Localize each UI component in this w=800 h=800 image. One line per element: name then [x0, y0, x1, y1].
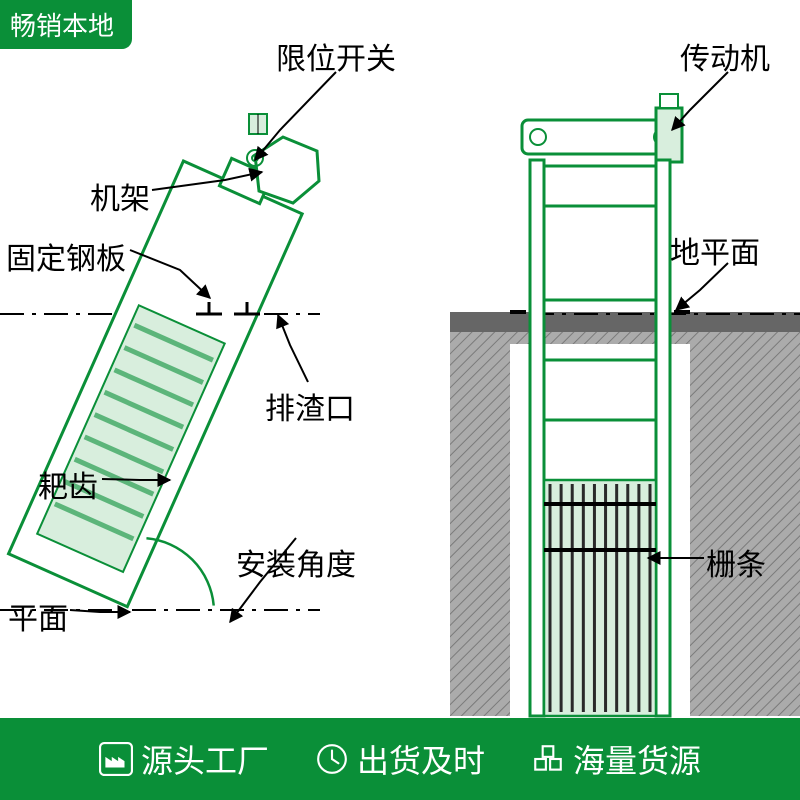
label-bar: 栅条 — [706, 540, 766, 584]
label-install-angle: 安装角度 — [236, 540, 356, 584]
feature-shipping: 出货及时 — [315, 736, 485, 782]
feature-bar: 源头工厂 出货及时 海量货源 — [0, 718, 800, 800]
label-ground-level: 地平面 — [670, 228, 760, 272]
label-frame: 机架 — [90, 174, 150, 218]
factory-icon — [99, 742, 133, 776]
label-slag-port: 排渣口 — [265, 384, 355, 428]
label-fixed-plate: 固定钢板 — [6, 234, 126, 278]
boxes-icon — [531, 742, 565, 776]
feature-stock-label: 海量货源 — [573, 736, 701, 782]
label-plane: 平面 — [8, 594, 68, 638]
bestseller-badge: 畅销本地 — [0, 0, 132, 49]
label-rake-teeth: 耙齿 — [38, 462, 98, 506]
feature-factory-label: 源头工厂 — [141, 736, 269, 782]
label-drive-mech: 传动机 — [680, 34, 770, 78]
feature-stock: 海量货源 — [531, 736, 701, 782]
feature-factory: 源头工厂 — [99, 736, 269, 782]
diagram-canvas — [0, 0, 800, 718]
label-limit-switch: 限位开关 — [276, 34, 396, 78]
clock-icon — [315, 742, 349, 776]
feature-shipping-label: 出货及时 — [357, 736, 485, 782]
